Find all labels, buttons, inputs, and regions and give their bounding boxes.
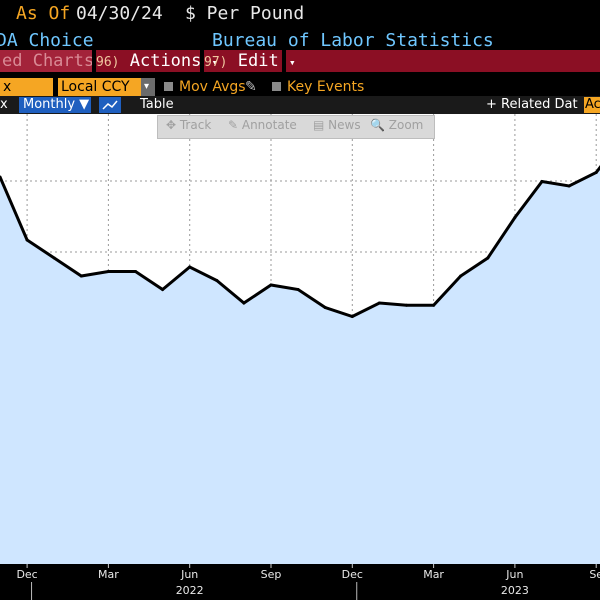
x-tick-label: Jun [505, 568, 523, 581]
chevron-down-icon: ▾ [144, 81, 150, 92]
currency-value: Local CCY [61, 79, 130, 95]
period-range-field[interactable]: x [0, 78, 53, 96]
actions-menu[interactable]: 96) Actions ▾ [96, 50, 218, 72]
year-label: 2022 [176, 584, 204, 597]
data-point [513, 216, 517, 219]
actions-menu-label: Actions [129, 51, 202, 71]
x-ticks: Dec Mar Jun Sep Dec Mar Jun Se [16, 564, 600, 581]
series-line [0, 164, 600, 319]
edit-menu-number: 97) [204, 55, 228, 70]
data-point [269, 283, 273, 287]
x-tick-label: Jun [180, 568, 198, 581]
mov-avgs-checkbox[interactable] [164, 82, 173, 91]
menu-divider [200, 50, 204, 72]
menu-bar: ed Charts 96) Actions ▾ 97) Edit ▾ [0, 50, 600, 72]
area-fill [0, 167, 600, 564]
chart-tools-panel: ✥ Track ✎ Annotate ▤ News 🔍 Zoom [157, 115, 435, 139]
data-point [0, 175, 2, 179]
currency-dropdown-button[interactable]: ▾ [141, 78, 155, 96]
zoom-tool[interactable]: 🔍 Zoom [370, 118, 424, 132]
data-point [134, 270, 137, 273]
data-point [79, 274, 83, 278]
line-chart-icon[interactable] [99, 97, 121, 113]
data-point [405, 303, 408, 307]
edit-dropdown-icon: ▾ [288, 56, 296, 69]
data-point [350, 315, 354, 318]
data-point [52, 256, 56, 260]
menu-divider [92, 50, 96, 72]
data-point [377, 301, 381, 305]
chart-toolbar: x Monthly ▼ Table + Related Dat Ac [0, 96, 600, 114]
source-label: Bureau of Labor Statistics [212, 30, 494, 51]
actions-menu-number: 96) [96, 55, 120, 70]
data-point [161, 288, 165, 291]
track-tool[interactable]: ✥ Track [166, 118, 212, 132]
menu-divider [282, 50, 286, 72]
data-points [0, 171, 598, 318]
edit-menu[interactable]: 97) Edit ▾ [204, 50, 296, 72]
data-point [567, 184, 571, 188]
x-tick-label: Dec [16, 568, 37, 581]
as-of-label: As Of [16, 3, 71, 24]
x-tick-label: Mar [98, 568, 119, 581]
x-tick-label: Mar [423, 568, 444, 581]
data-point [594, 171, 598, 174]
charts-menu-label: ed Charts [2, 51, 95, 71]
period-range-text: x [3, 79, 12, 95]
title-bar: As Of 04/30/24 $ Per Pound [0, 0, 600, 30]
data-point [296, 288, 300, 291]
data-point [215, 279, 219, 282]
actions-dropdown-icon: ▾ [211, 56, 219, 69]
data-point [540, 180, 544, 183]
currency-select[interactable]: Local CCY [58, 78, 144, 96]
period-select-label: Monthly ▼ [23, 97, 90, 112]
annotate-tool[interactable]: ✎ Annotate [228, 118, 297, 132]
data-point [188, 265, 192, 269]
key-events-label: Key Events [287, 79, 365, 95]
edit-menu-label: Edit [237, 51, 279, 71]
related-data-button[interactable]: + Related Dat [486, 97, 578, 112]
pencil-icon[interactable]: ✎ [245, 79, 257, 95]
x-tick-label: Se [589, 568, 600, 581]
data-point [242, 301, 246, 305]
x-tick-label: Dec [342, 568, 363, 581]
data-point [106, 270, 110, 273]
options-bar: x Local CCY ▾ Mov Avgs ✎ Key Events [0, 76, 600, 98]
units-label: $ Per Pound [185, 3, 305, 24]
x-axis: Dec Mar Jun Sep Dec Mar Jun Se 2022 2023 [0, 564, 600, 600]
year-label: 2023 [501, 584, 529, 597]
mov-avgs-label: Mov Avgs [179, 79, 246, 95]
line-chart-icon-glyph [102, 100, 118, 110]
series-info-bar: DA Choice Bureau of Labor Statistics [0, 30, 600, 51]
data-point [25, 238, 29, 242]
table-button[interactable]: Table [140, 97, 174, 112]
actions-button[interactable]: Ac [584, 97, 600, 113]
data-point [486, 256, 490, 260]
as-of-date: 04/30/24 [76, 3, 163, 24]
chart-plot[interactable] [0, 114, 600, 564]
period-select[interactable]: Monthly ▼ [19, 97, 91, 113]
year-labels: 2022 2023 [31, 582, 529, 600]
actions-button-label: Ac [585, 97, 600, 112]
key-events-checkbox[interactable] [272, 82, 281, 91]
x-tick-label: Sep [261, 568, 282, 581]
series-name: DA Choice [0, 30, 94, 51]
data-point [323, 306, 327, 309]
charts-menu[interactable]: ed Charts [0, 50, 94, 72]
toolbar-left-text: x [0, 97, 8, 112]
data-point [432, 303, 436, 307]
news-tool[interactable]: ▤ News [313, 118, 361, 132]
data-point [459, 274, 463, 278]
